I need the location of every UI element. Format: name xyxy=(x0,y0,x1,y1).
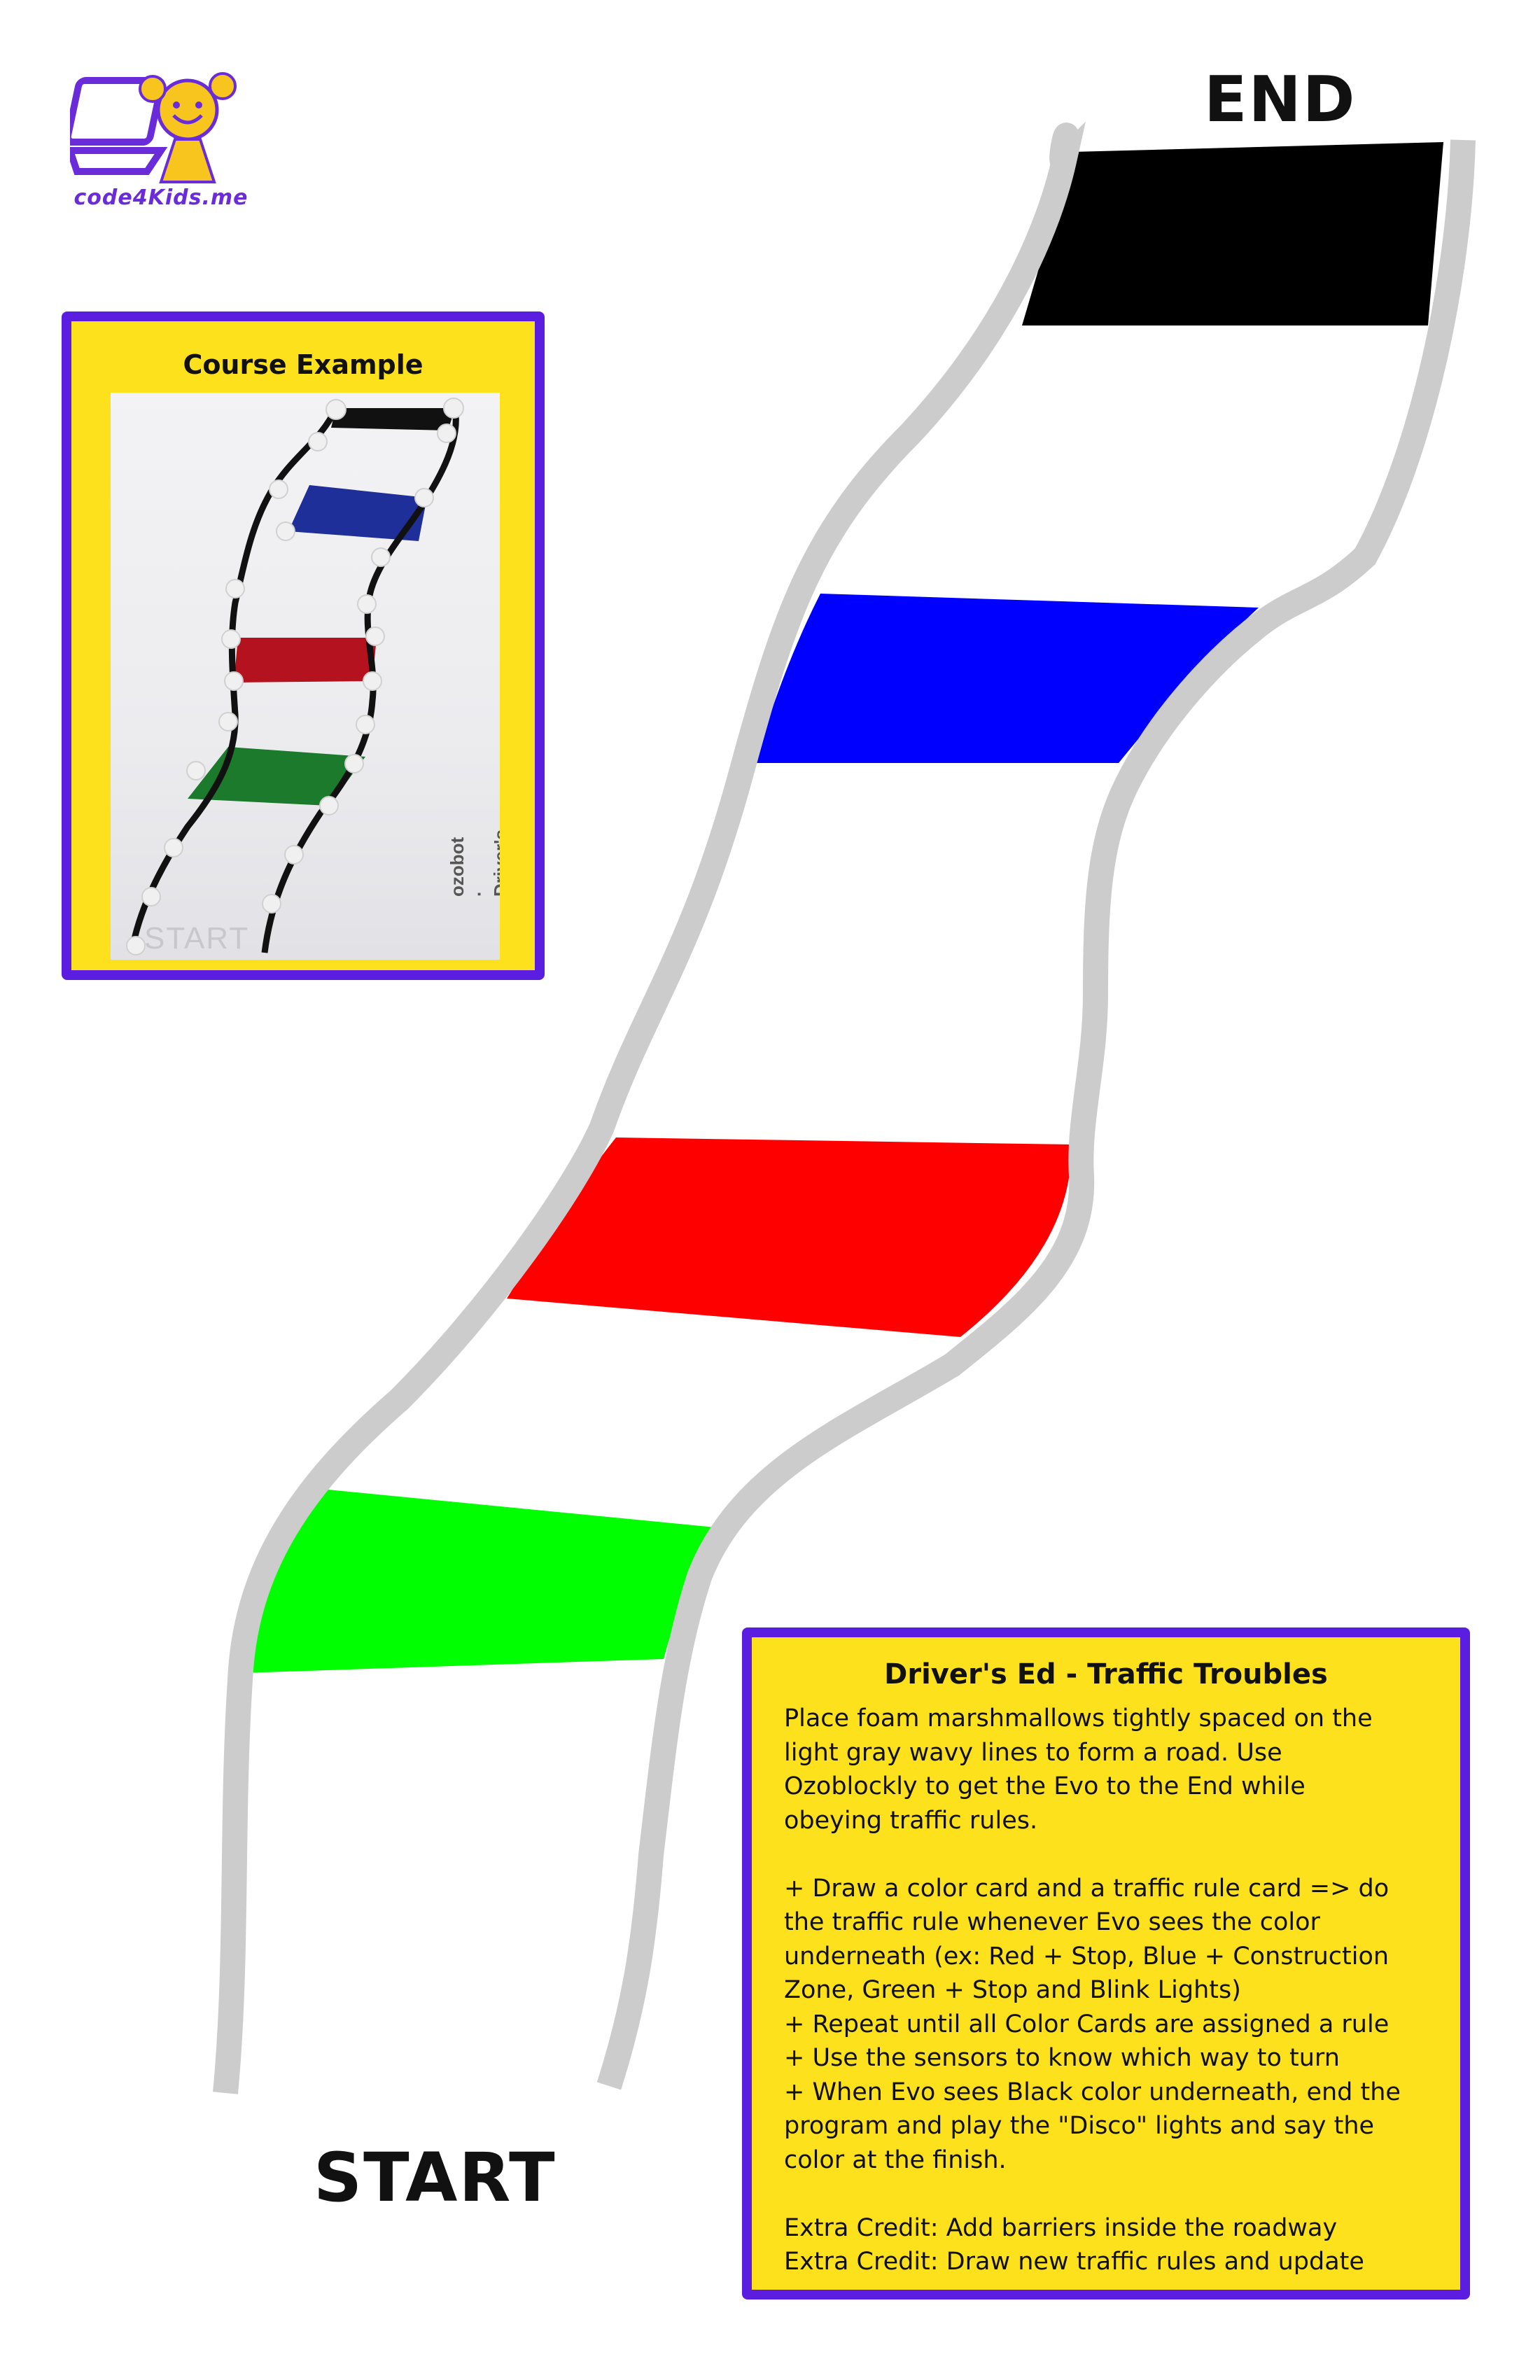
rule-line: color at the finish. xyxy=(784,2146,1007,2174)
laptop-kid-logo-icon xyxy=(64,72,237,183)
course-example-photo: START ozobot · Driver's Ed – Level 3 xyxy=(111,393,500,960)
photo-start-label: START xyxy=(144,921,250,955)
intro-line: light gray wavy lines to form a road. Us… xyxy=(784,1738,1282,1767)
photo-brand-label: ozobot · Driver's Ed – Level 3 xyxy=(447,830,500,897)
rule-line: + Draw a color card and a traffic rule c… xyxy=(784,1874,1390,1903)
stripe-red xyxy=(507,1138,1072,1337)
rule-line: Zone, Green + Stop and Blink Lights) xyxy=(784,1976,1241,2004)
rule-line: + Use the sensors to know which way to t… xyxy=(784,2044,1340,2072)
rule-line: + When Evo sees Black color underneath, … xyxy=(784,2078,1401,2106)
end-label: END xyxy=(1204,63,1357,136)
logo: code4Kids.me xyxy=(64,66,252,220)
stripe-green xyxy=(242,1488,715,1673)
stripe-blue xyxy=(755,594,1259,763)
intro-line: Place foam marshmallows tightly spaced o… xyxy=(784,1704,1373,1732)
road-edge-right xyxy=(596,139,1476,2090)
stripe-black xyxy=(1022,142,1443,326)
logo-text: code4Kids.me xyxy=(74,186,248,210)
rule-line: + Repeat until all Color Cards are assig… xyxy=(784,2010,1390,2038)
instructions-card: Driver's Ed - Traffic Troubles Place foa… xyxy=(742,1628,1470,2300)
extra-credit-line: Extra Credit: Add barriers inside the ro… xyxy=(784,2213,1338,2242)
instructions-title: Driver's Ed - Traffic Troubles xyxy=(884,1658,1328,1690)
course-example-card: Course Example xyxy=(62,312,545,980)
intro-line: obeying traffic rules. xyxy=(784,1806,1038,1835)
extra-credit-line: Extra Credit: Draw new traffic rules and… xyxy=(784,2248,1364,2276)
course-example-title: Course Example xyxy=(183,349,424,380)
rule-line: program and play the "Disco" lights and … xyxy=(784,2112,1375,2140)
road-edge-left xyxy=(213,121,1086,2094)
intro-line: Ozoblockly to get the Evo to the End whi… xyxy=(784,1772,1306,1800)
rule-line: underneath (ex: Red + Stop, Blue + Const… xyxy=(784,1942,1390,1970)
rule-line: the traffic rule whenever Evo sees the c… xyxy=(784,1908,1320,1936)
course-example-illustration xyxy=(126,398,464,955)
instructions-body: Place foam marshmallows tightly spaced o… xyxy=(784,1702,1456,2279)
start-label: START xyxy=(314,2138,556,2217)
